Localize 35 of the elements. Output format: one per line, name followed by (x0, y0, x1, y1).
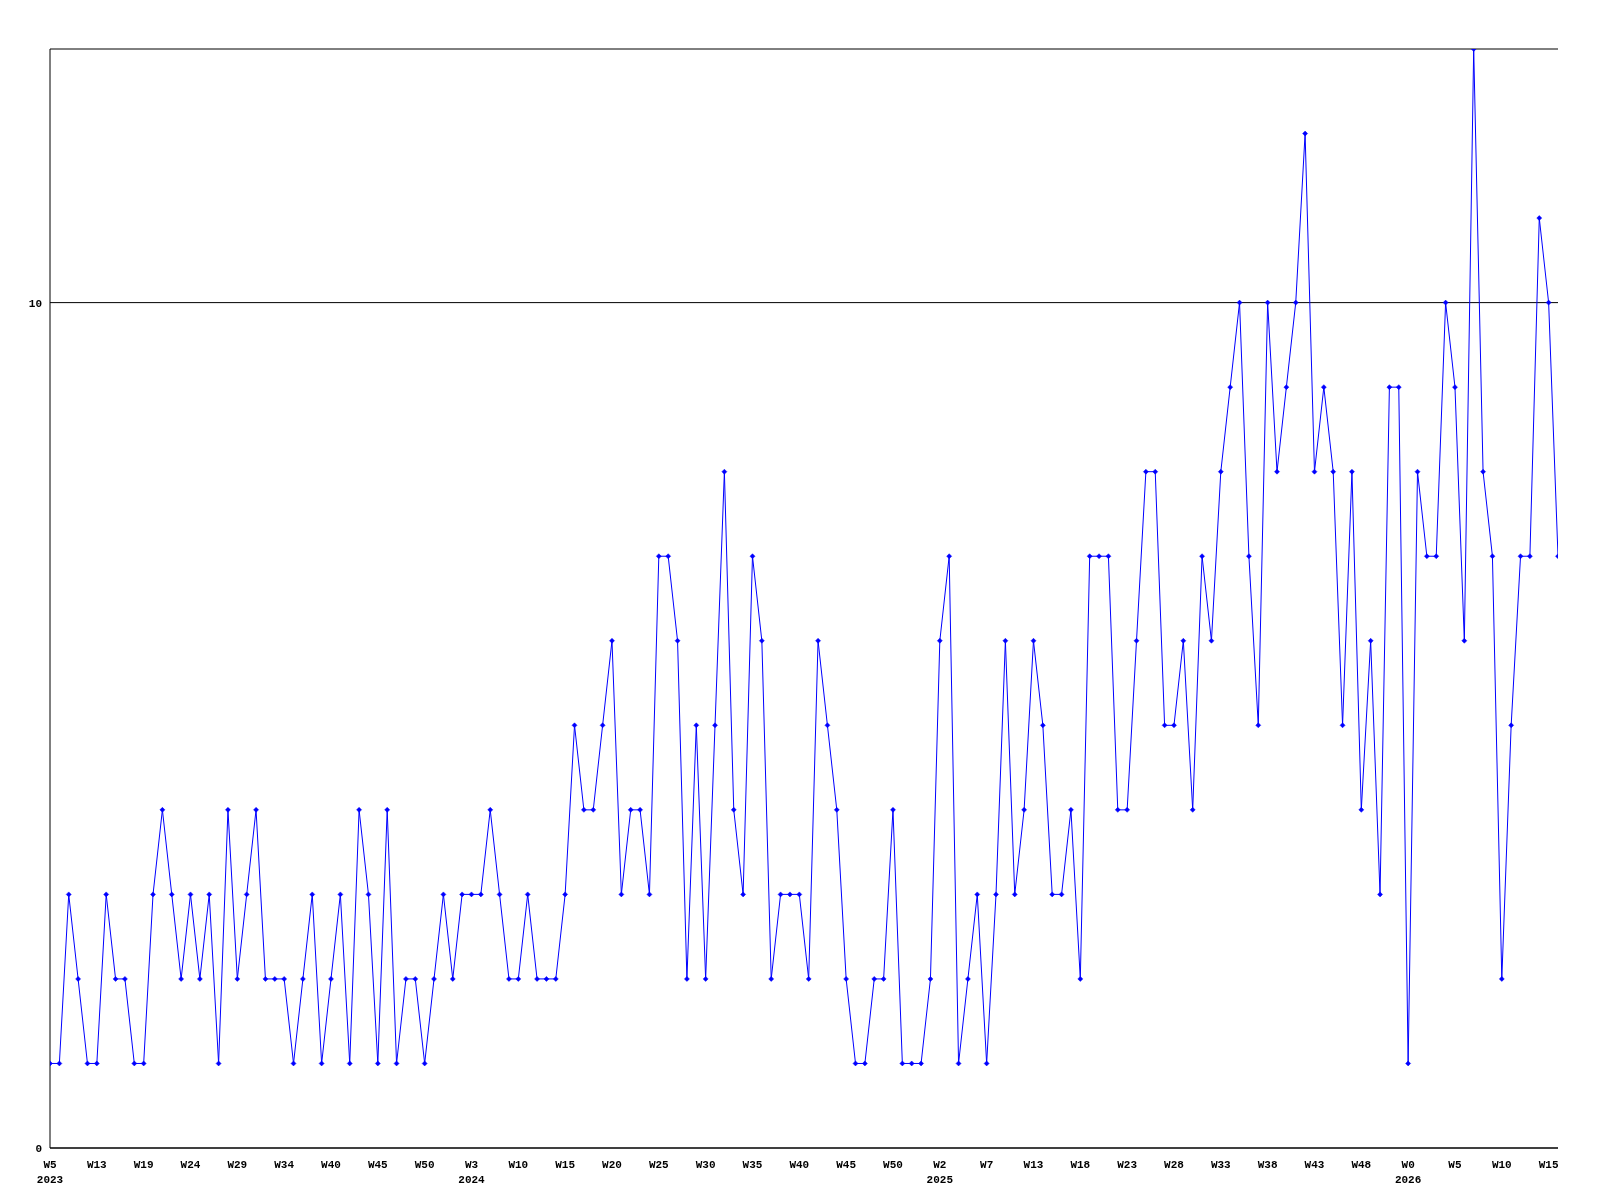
x-tick-label: W15 (1538, 1159, 1559, 1171)
x-tick-label: W15 (555, 1159, 576, 1171)
x-tick-label: W40 (789, 1159, 810, 1171)
x-tick-label: W50 (414, 1159, 435, 1171)
x-tick-label: W3 2024 (458, 1159, 486, 1186)
x-tick-label: W25 (648, 1159, 670, 1171)
x-tick-label: W48 (1351, 1159, 1372, 1171)
x-tick-label: W5 2023 (36, 1159, 64, 1186)
x-tick-label: W35 (742, 1159, 763, 1171)
x-tick-label: W5 (1448, 1159, 1462, 1171)
x-tick-label: W38 (1257, 1159, 1278, 1171)
y-tick-label: 0 (35, 1142, 42, 1155)
x-tick-label: W18 (1070, 1159, 1091, 1171)
y-tick-label: 10 (28, 297, 42, 310)
x-tick-label: W10 (508, 1159, 529, 1171)
x-tick-label: W30 (695, 1159, 716, 1171)
x-tick-label: W24 (180, 1159, 201, 1171)
x-tick-label: W7 (980, 1159, 994, 1171)
x-tick-label: W34 (274, 1159, 295, 1171)
x-tick-label: W45 (367, 1159, 389, 1171)
x-tick-label: W45 (836, 1159, 857, 1171)
x-tick-label: W29 (227, 1159, 248, 1171)
x-tick-label: W28 (1164, 1159, 1185, 1171)
x-tick-label: W50 (883, 1159, 903, 1171)
x-tick-label: W43 (1304, 1159, 1325, 1171)
x-tick-label: W23 (1117, 1159, 1138, 1171)
x-tick-label: W0 2026 (1394, 1159, 1422, 1186)
x-tick-label: W33 (1210, 1159, 1232, 1171)
x-tick-label: W19 (133, 1159, 154, 1171)
x-tick-label: W20 (602, 1159, 622, 1171)
x-tick-label: W10 (1491, 1159, 1512, 1171)
x-tick-label: W13 (1023, 1159, 1044, 1171)
x-tick-label: W40 (321, 1159, 341, 1171)
x-tick-label: W13 (86, 1159, 108, 1171)
x-tick-label: W2 2025 (926, 1159, 954, 1186)
